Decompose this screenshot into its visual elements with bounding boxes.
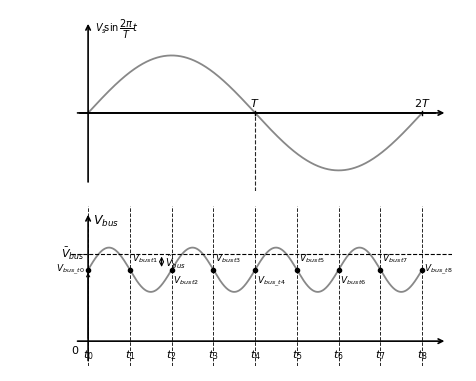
Text: $t_4$: $t_4$ xyxy=(250,349,260,362)
Text: $V_{bus}$: $V_{bus}$ xyxy=(93,215,119,229)
Text: $V_{bus\_t4}$: $V_{bus\_t4}$ xyxy=(257,275,286,289)
Text: $V_{bus\,t2}$: $V_{bus\,t2}$ xyxy=(173,275,199,287)
Text: $\hat{V}_{bus}$: $\hat{V}_{bus}$ xyxy=(165,253,186,271)
Text: $t_8$: $t_8$ xyxy=(417,349,427,362)
Text: $V_{bus\,t7}$: $V_{bus\,t7}$ xyxy=(382,252,408,265)
Text: $t_6$: $t_6$ xyxy=(333,349,344,362)
Text: $t_2$: $t_2$ xyxy=(166,349,177,362)
Text: $t_5$: $t_5$ xyxy=(292,349,302,362)
Text: $2T$: $2T$ xyxy=(414,97,430,109)
Text: $V_{bus\_t0}$: $V_{bus\_t0}$ xyxy=(56,263,85,277)
Text: $V_s\!\sin\dfrac{2\pi}{T}t$: $V_s\!\sin\dfrac{2\pi}{T}t$ xyxy=(95,18,139,41)
Text: $V_{bus\,t5}$: $V_{bus\,t5}$ xyxy=(298,252,325,265)
Text: $V_{bus\_t8}$: $V_{bus\_t8}$ xyxy=(424,263,452,277)
Text: $t_1$: $t_1$ xyxy=(125,349,135,362)
Text: $t_0$: $t_0$ xyxy=(83,349,93,362)
Text: 0: 0 xyxy=(71,346,78,356)
Text: $t_3$: $t_3$ xyxy=(208,349,218,362)
Text: $T$: $T$ xyxy=(250,97,260,109)
Text: $V_{bus\,t3}$: $V_{bus\,t3}$ xyxy=(215,252,241,265)
Text: $\bar{V}_{bus}$: $\bar{V}_{bus}$ xyxy=(61,246,85,262)
Text: $V_{bus\,t1}$: $V_{bus\,t1}$ xyxy=(131,252,158,265)
Text: $V_{bus\,t6}$: $V_{bus\,t6}$ xyxy=(340,275,367,287)
Text: $t_7$: $t_7$ xyxy=(375,349,386,362)
